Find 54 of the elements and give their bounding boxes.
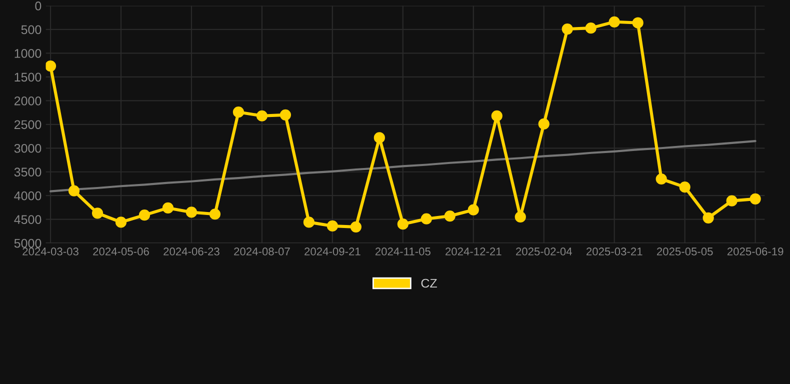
y-tick-label: 4000: [14, 191, 42, 200]
y-tick-label: 3500: [14, 168, 42, 177]
point: [632, 17, 644, 28]
y-tick-label: 3000: [14, 144, 42, 153]
y-tick-label: 1000: [14, 49, 42, 58]
point: [656, 173, 667, 185]
point: [750, 193, 761, 204]
x-tick-label: 2024-12-21: [446, 248, 502, 256]
point: [726, 195, 738, 206]
point: [92, 208, 104, 219]
point: [514, 211, 526, 223]
y-tick-label: 1500: [14, 72, 42, 82]
point: [702, 212, 714, 224]
point: [420, 213, 432, 224]
point: [350, 221, 362, 232]
legend-label: CZ: [421, 278, 437, 288]
point: [68, 185, 80, 196]
y-tick-label: 4500: [14, 215, 42, 224]
y-tick-label: 0: [35, 2, 42, 10]
point: [162, 202, 174, 214]
point: [468, 204, 479, 216]
point: [115, 216, 127, 228]
point: [138, 210, 150, 221]
point: [608, 16, 620, 28]
point: [209, 208, 221, 220]
point: [256, 110, 268, 122]
point: [303, 216, 315, 228]
point: [491, 110, 502, 122]
point: [679, 182, 690, 193]
point: [585, 22, 596, 34]
point: [186, 206, 198, 218]
x-tick-label: 2024-06-23: [164, 248, 220, 256]
y-tick-label: 2500: [14, 120, 42, 130]
x-tick-label: 2024-11-05: [375, 248, 430, 256]
x-tick-label: 2025-05-05: [656, 248, 713, 256]
x-tick-label: 2024-03-03: [22, 248, 78, 256]
x-tick-label: 2024-08-07: [234, 248, 290, 256]
x-tick-label: 2025-02-04: [516, 248, 572, 256]
point: [326, 220, 338, 232]
point: [46, 60, 56, 72]
point: [562, 23, 573, 35]
point: [444, 210, 456, 222]
x-tick-label: 2025-06-19: [727, 248, 784, 256]
y-tick-label: 500: [21, 25, 42, 34]
y-tick-label: 2000: [14, 96, 42, 106]
point: [538, 118, 550, 130]
point: [397, 218, 408, 230]
x-tick-label: 2025-03-21: [586, 248, 642, 256]
point: [280, 109, 292, 120]
x-tick-label: 2024-05-06: [93, 248, 149, 256]
y-tick-label: 5000: [14, 238, 42, 248]
point: [374, 132, 385, 144]
point: [232, 106, 244, 118]
x-tick-label: 2024-09-21: [304, 248, 360, 256]
